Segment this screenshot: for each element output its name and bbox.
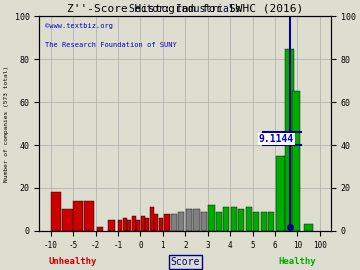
Bar (171, 214, 177, 231)
Bar (261, 212, 267, 231)
Bar (292, 92, 300, 231)
Bar (118, 220, 122, 231)
Bar (304, 224, 313, 231)
Text: ©www.textbiz.org: ©www.textbiz.org (45, 23, 113, 29)
Bar (51, 192, 61, 231)
Text: Score: Score (171, 256, 200, 267)
Bar (127, 220, 131, 231)
Bar (193, 210, 199, 231)
Text: Unhealthy: Unhealthy (49, 256, 97, 266)
Bar (108, 220, 114, 231)
Title: Z''-Score Histogram for SWHC (2016): Z''-Score Histogram for SWHC (2016) (67, 4, 303, 14)
Bar (238, 210, 244, 231)
Bar (150, 207, 154, 231)
Bar (164, 214, 170, 231)
Bar (231, 207, 237, 231)
Bar (276, 156, 285, 231)
Bar (84, 201, 94, 231)
Bar (96, 227, 103, 231)
Bar (145, 218, 149, 231)
Bar (132, 216, 136, 231)
Bar (72, 201, 83, 231)
Bar (201, 212, 207, 231)
Bar (246, 207, 252, 231)
Bar (285, 49, 294, 231)
Bar (158, 218, 163, 231)
Bar (216, 212, 222, 231)
Bar (62, 210, 72, 231)
Bar (186, 210, 192, 231)
Bar (208, 205, 215, 231)
Text: The Research Foundation of SUNY: The Research Foundation of SUNY (45, 42, 177, 48)
Text: Sector: Industrials: Sector: Industrials (130, 4, 241, 14)
Text: 9.1144: 9.1144 (258, 134, 294, 144)
Bar (223, 207, 229, 231)
Bar (179, 212, 184, 231)
Bar (268, 212, 274, 231)
Bar (253, 212, 260, 231)
Y-axis label: Number of companies (573 total): Number of companies (573 total) (4, 66, 9, 182)
Bar (123, 218, 127, 231)
Text: Healthy: Healthy (279, 256, 316, 266)
Bar (141, 216, 145, 231)
Bar (154, 214, 158, 231)
Bar (136, 220, 140, 231)
